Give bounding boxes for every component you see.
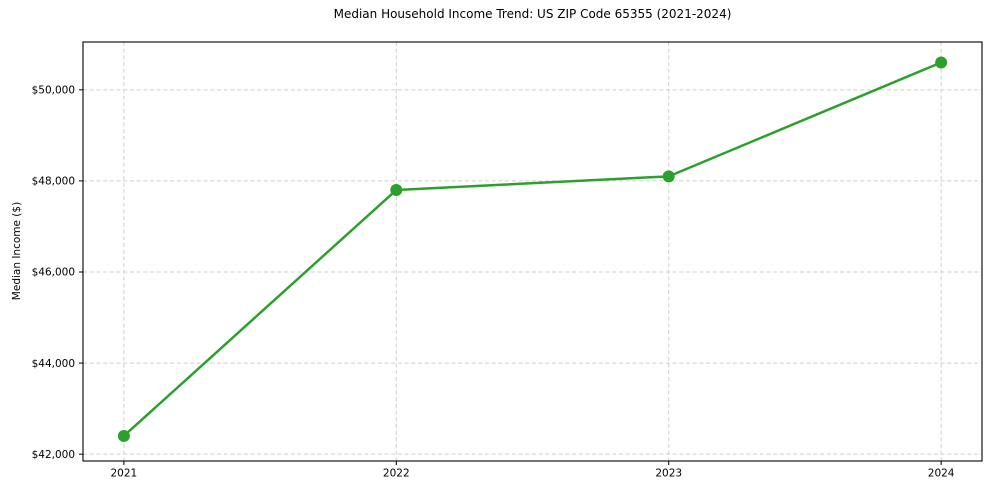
y-tick-label: $46,000 [32,267,75,279]
x-tick-label: 2021 [110,468,137,480]
y-tick-label: $48,000 [32,176,75,188]
data-point [390,184,403,197]
chart-title: Median Household Income Trend: US ZIP Co… [333,7,732,21]
x-tick-label: 2024 [928,468,955,480]
data-line [122,61,943,438]
y-tick-label: $42,000 [32,449,75,461]
plot-border [82,41,983,462]
data-point [662,170,675,183]
data-point [935,56,948,69]
x-tick-label: 2023 [655,468,682,480]
data-point [117,429,130,442]
y-tick-label: $50,000 [32,85,75,97]
y-tick-label: $44,000 [32,358,75,370]
x-tick-label: 2022 [383,468,410,480]
